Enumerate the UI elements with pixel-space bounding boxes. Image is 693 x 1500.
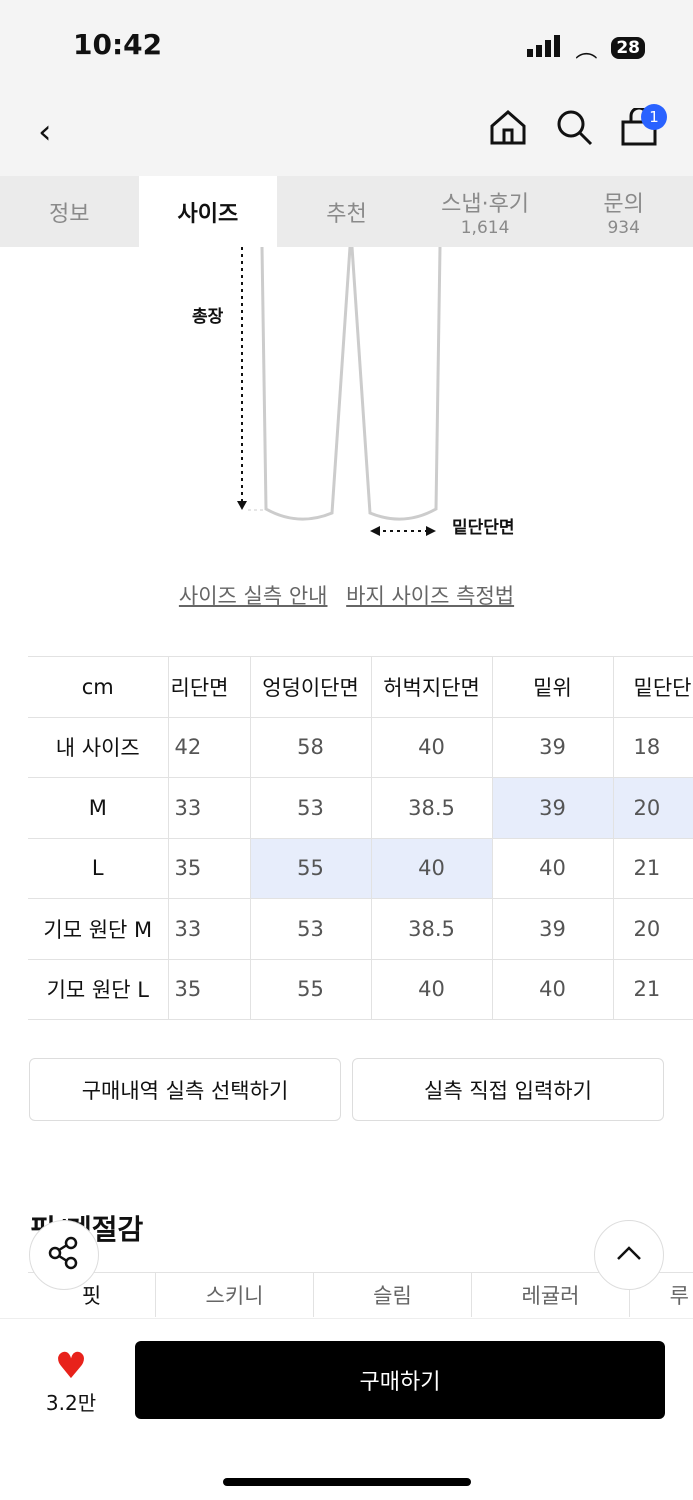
cell: 40: [370, 716, 493, 778]
share-icon: [47, 1236, 81, 1274]
scroll-top-button[interactable]: [594, 1220, 664, 1290]
cell: 39: [491, 716, 614, 778]
home-indicator: [223, 1478, 471, 1486]
tab-label: 문의: [603, 191, 644, 217]
hem-label: 밑단단면: [452, 518, 515, 538]
tab-count: 934: [607, 217, 640, 238]
like-count: 3.2만: [45, 1391, 97, 1415]
cell: 42: [167, 716, 251, 778]
tab-info[interactable]: 정보: [0, 176, 139, 247]
header-area: 10:42 ︵ 28 ‹ 1: [0, 0, 693, 176]
tab-label: 사이즈: [177, 201, 239, 227]
tab-bar: 정보 사이즈 추천 스냅·후기 1,614 문의 934: [0, 176, 693, 247]
purchase-history-size-button[interactable]: 구매내역 실측 선택하기: [29, 1058, 341, 1121]
header-cell: 밑위: [491, 656, 614, 718]
like-button[interactable]: ♥ 3.2만: [40, 1347, 102, 1416]
home-icon[interactable]: [489, 108, 527, 150]
cell: 39: [491, 898, 614, 960]
heart-icon: ♥: [54, 1346, 88, 1387]
size-guide-link[interactable]: 사이즈 실측 안내: [178, 584, 328, 608]
header-cell: 밑단단: [612, 656, 693, 718]
tab-reviews[interactable]: 스냅·후기 1,614: [416, 176, 555, 247]
cell: 53: [249, 777, 372, 839]
pants-diagram: [237, 247, 442, 536]
cell: 21: [612, 958, 693, 1020]
cell: 35: [167, 837, 251, 899]
status-icons: ︵ 28: [527, 32, 645, 64]
tab-count: 1,614: [460, 217, 510, 238]
table-row: L 35 55 40 40 21: [28, 837, 693, 899]
fit-row: 핏 스키니 슬림 레귤러 루: [28, 1272, 693, 1317]
cell: 40: [370, 837, 493, 899]
cell: 내 사이즈: [28, 716, 169, 778]
table-row: 내 사이즈 42 58 40 39 18: [28, 716, 693, 778]
cell: 40: [491, 958, 614, 1020]
search-icon[interactable]: [555, 108, 593, 150]
fit-option: 레귤러: [472, 1273, 630, 1317]
tab-label: 추천: [326, 201, 367, 227]
cell: 40: [491, 837, 614, 899]
wifi-icon: ︵: [575, 38, 598, 63]
measure-guide-link[interactable]: 바지 사이즈 측정법: [346, 584, 515, 608]
status-time: 10:42: [73, 28, 163, 61]
cell: 35: [167, 958, 251, 1020]
chevron-up-icon: [615, 1244, 643, 1266]
cell: 58: [249, 716, 372, 778]
header-cell: 허벅지단면: [370, 656, 493, 718]
header-cell: 리단면: [167, 656, 251, 718]
cell: 39: [491, 777, 614, 839]
cell: 55: [249, 958, 372, 1020]
cell: 18: [612, 716, 693, 778]
cell: M: [28, 777, 169, 839]
table-row: 기모 원단 L 35 55 40 40 21: [28, 958, 693, 1020]
fit-option: 슬림: [314, 1273, 472, 1317]
cell: 20: [612, 777, 693, 839]
table-header: cm 리단면 엉덩이단면 허벅지단면 밑위 밑단단: [28, 656, 693, 718]
cell: 기모 원단 L: [28, 958, 169, 1020]
cell: 21: [612, 837, 693, 899]
cell: 33: [167, 777, 251, 839]
cell: 40: [370, 958, 493, 1020]
battery-icon: 28: [611, 37, 645, 59]
tab-size[interactable]: 사이즈: [138, 176, 278, 247]
back-button[interactable]: ‹: [38, 112, 52, 152]
cell: 기모 원단 M: [28, 898, 169, 960]
fit-option: 스키니: [156, 1273, 314, 1317]
buy-button[interactable]: 구매하기: [135, 1341, 665, 1419]
cell: 38.5: [370, 898, 493, 960]
cell: L: [28, 837, 169, 899]
tab-label: 스냅·후기: [441, 191, 530, 217]
cart-icon[interactable]: 1: [621, 104, 667, 150]
fit-label: 핏: [28, 1273, 156, 1317]
cell: 53: [249, 898, 372, 960]
cell: 33: [167, 898, 251, 960]
cart-badge: 1: [641, 104, 667, 130]
length-label: 총장: [192, 307, 224, 327]
tab-inquiry[interactable]: 문의 934: [554, 176, 693, 247]
fit-option: 루: [669, 1284, 689, 1308]
cell: 55: [249, 837, 372, 899]
header-cell: 엉덩이단면: [249, 656, 372, 718]
tab-label: 정보: [49, 201, 90, 227]
tab-recommend[interactable]: 추천: [277, 176, 416, 247]
header-cell: cm: [28, 656, 169, 718]
signal-icon: [527, 35, 561, 61]
size-table: cm 리단면 엉덩이단면 허벅지단면 밑위 밑단단 내 사이즈 42 58 40 39 1…: [28, 656, 693, 1020]
share-button[interactable]: [29, 1220, 99, 1290]
bottom-bar: ♥ 3.2만 구매하기: [0, 1318, 693, 1500]
cell: 38.5: [370, 777, 493, 839]
manual-size-input-button[interactable]: 실측 직접 입력하기: [352, 1058, 664, 1121]
table-row: 기모 원단 M 33 53 38.5 39 20: [28, 898, 693, 960]
table-row: M 33 53 38.5 39 20: [28, 777, 693, 839]
cell: 20: [612, 898, 693, 960]
